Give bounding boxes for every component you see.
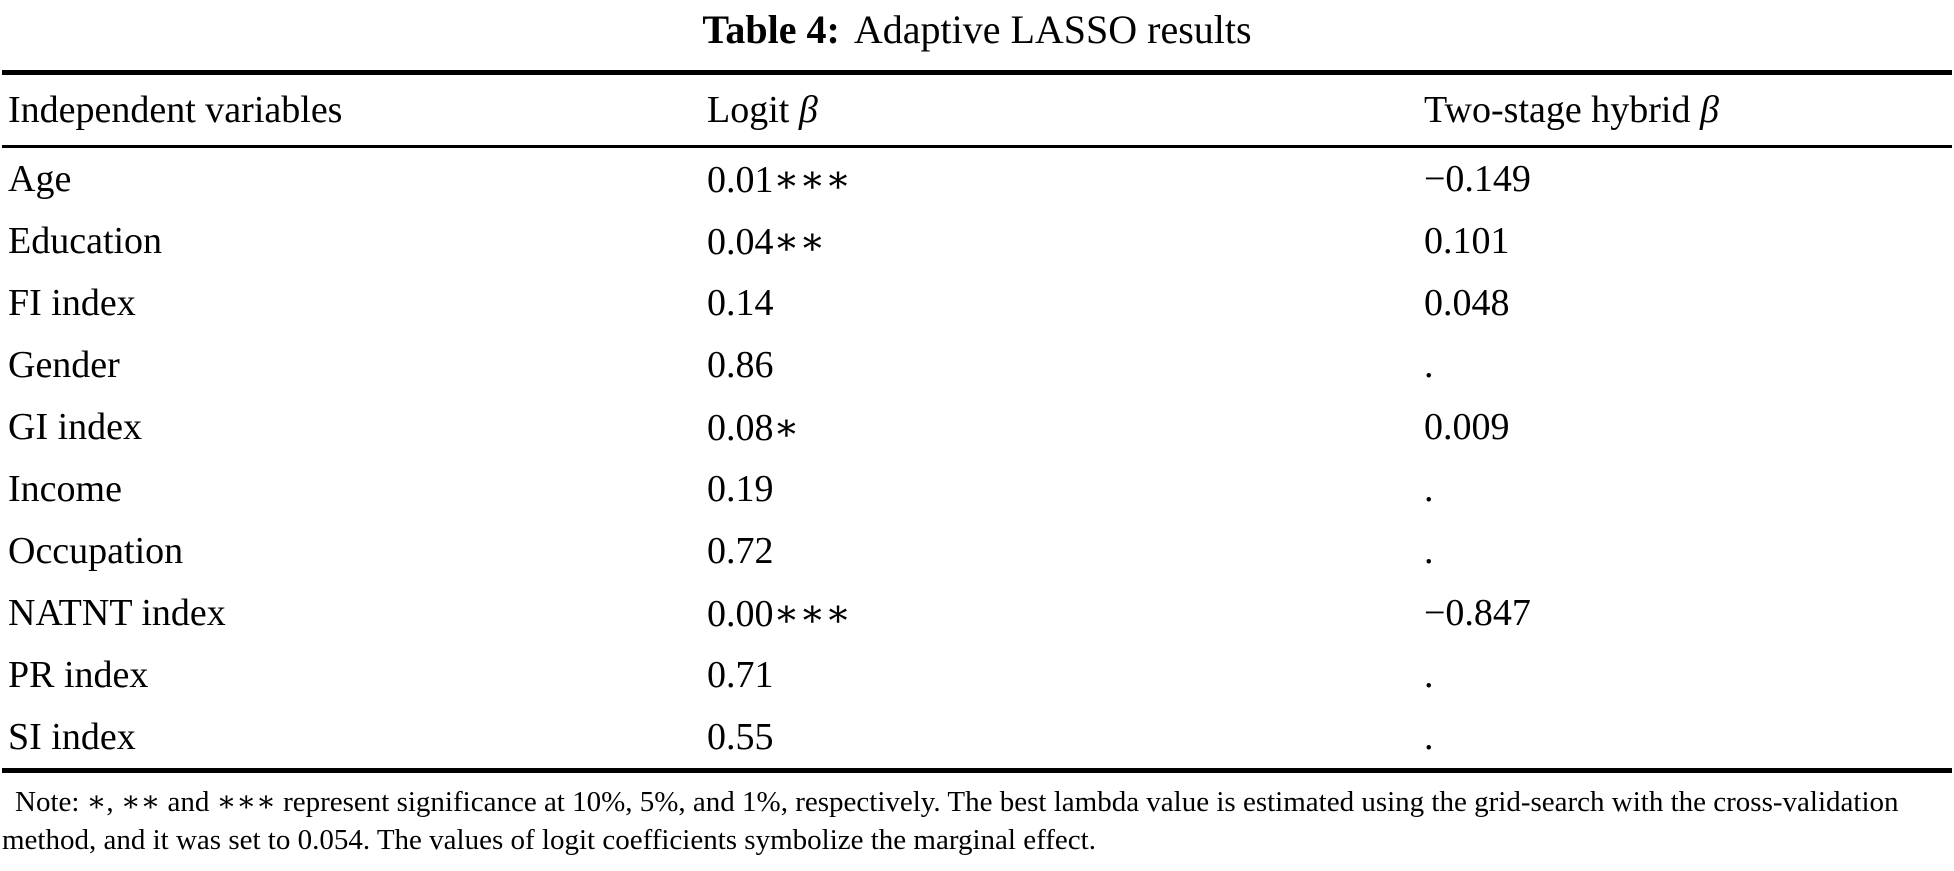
table-row: GI index 0.08∗ 0.009 [2,396,1952,458]
two-stage-hybrid-beta-cell: . [1424,716,1434,758]
table-row: Gender 0.86 . [2,334,1952,396]
table-caption: Table 4: Adaptive LASSO results [0,0,1954,54]
logit-beta-cell: 0.86 [707,344,774,386]
two-stage-hybrid-beta-cell: −0.149 [1424,158,1531,200]
variable-cell: Age [8,158,72,200]
table-row: Education 0.04∗∗ 0.101 [2,210,1952,272]
column-header-two-stage-hybrid-beta: Two-stage hybrid β [1424,72,1952,148]
two-stage-hybrid-beta-cell: . [1424,530,1434,572]
column-header-independent-variables: Independent variables [2,72,707,148]
table-row: Age 0.01∗∗∗ −0.149 [2,147,1952,211]
beta-symbol: β [1699,89,1719,131]
variable-cell: Occupation [8,530,184,572]
logit-beta-cell: 0.04∗∗ [707,220,826,263]
table-row: Income 0.19 . [2,458,1952,520]
two-stage-hybrid-beta-cell: . [1424,654,1434,696]
beta-symbol: β [798,89,818,131]
table-row: FI index 0.14 0.048 [2,272,1952,334]
variable-cell: Income [8,468,122,510]
table-row: NATNT index 0.00∗∗∗ −0.847 [2,582,1952,644]
logit-beta-cell: 0.08∗ [707,406,800,449]
table-row: PR index 0.71 . [2,644,1952,706]
logit-beta-cell: 0.01∗∗∗ [707,158,851,201]
table-caption-label: Table 4: [702,7,840,52]
variable-cell: GI index [8,406,143,448]
variable-cell: Gender [8,344,120,386]
logit-beta-cell: 0.72 [707,530,774,572]
logit-beta-cell: 0.00∗∗∗ [707,592,851,635]
column-header-label: Logit [707,89,790,131]
variable-cell: SI index [8,716,136,758]
two-stage-hybrid-beta-cell: . [1424,344,1434,386]
variable-cell: PR index [8,654,149,696]
variable-cell: NATNT index [8,592,226,634]
table-caption-title: Adaptive LASSO results [853,7,1252,52]
variable-cell: Education [8,220,163,262]
logit-beta-cell: 0.71 [707,654,774,696]
table-row: Occupation 0.72 . [2,520,1952,582]
column-header-label: Independent variables [8,89,343,131]
two-stage-hybrid-beta-cell: 0.101 [1424,220,1510,262]
adaptive-lasso-results-table: Independent variables Logit β Two-stage … [2,70,1952,773]
two-stage-hybrid-beta-cell: 0.009 [1424,406,1510,448]
table-row: SI index 0.55 . [2,706,1952,771]
column-header-label: Two-stage hybrid [1424,89,1691,131]
header-row: Independent variables Logit β Two-stage … [2,72,1952,148]
variable-cell: FI index [8,282,136,324]
column-header-logit-beta: Logit β [707,72,1424,148]
logit-beta-cell: 0.14 [707,282,774,324]
logit-beta-cell: 0.55 [707,716,774,758]
table-note: Note: ∗, ∗∗ and ∗∗∗ represent significan… [2,786,1899,856]
two-stage-hybrid-beta-cell: . [1424,468,1434,510]
logit-beta-cell: 0.19 [707,468,774,510]
two-stage-hybrid-beta-cell: −0.847 [1424,592,1531,634]
two-stage-hybrid-beta-cell: 0.048 [1424,282,1510,324]
